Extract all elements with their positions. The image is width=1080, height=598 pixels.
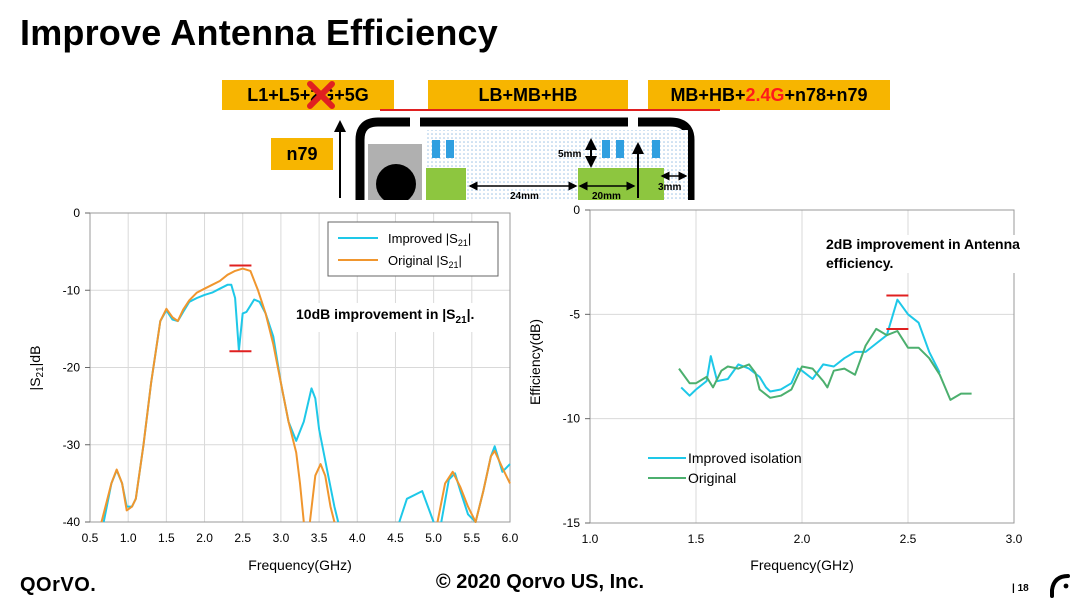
band-right-highlight: 2.4G — [745, 84, 785, 105]
copyright-text: © 2020 Qorvo US, Inc. — [435, 571, 645, 593]
qorvo-mark-icon — [1050, 574, 1070, 598]
band-right-suffix: +n78+n79 — [784, 84, 868, 105]
camera-lens — [376, 164, 416, 200]
x-tick-label: 4.0 — [349, 531, 366, 545]
series-line-original-s21 — [436, 449, 511, 523]
antenna-layout-diagram: 5mm 24mm 20mm 3mm — [334, 109, 720, 200]
qorvo-logo: QOrVO. — [20, 574, 97, 596]
efficiency-improvement-note: 2dB improvement in Antenna efficiency. — [826, 235, 1056, 273]
dim-5mm: 5mm — [558, 149, 581, 160]
x-tick-label: 5.0 — [425, 531, 442, 545]
legend-original: Original — [688, 470, 736, 486]
dim-24mm: 24mm — [510, 191, 539, 200]
x-tick-label: 0.5 — [82, 531, 99, 545]
band-n79-text: n79 — [286, 143, 318, 164]
band-label-n79: n79 — [271, 138, 333, 170]
ground-block-left — [426, 168, 466, 200]
y-tick-label: -30 — [63, 438, 81, 452]
legend-original-s21: Original |S21| — [388, 253, 462, 270]
y-tick-label: -40 — [63, 515, 81, 529]
x-tick-label: 4.5 — [387, 531, 404, 545]
x-tick-label: 1.0 — [582, 532, 599, 546]
page-number: | 18 — [1012, 583, 1029, 594]
ground-block-right — [578, 168, 664, 200]
series-line-original-s21 — [308, 463, 336, 523]
s21-improvement-note: 10dB improvement in |S21|. — [290, 303, 481, 332]
series-line-original-s21 — [100, 267, 305, 523]
y-tick-label: -15 — [563, 516, 581, 530]
dim-3mm: 3mm — [658, 182, 681, 193]
efficiency-chart: 1.0 1.5 2.0 2.5 3.0 0 -5 -10 -15 Improved isolat… — [527, 203, 1023, 573]
x-tick-label: 3.0 — [1006, 532, 1023, 546]
series-line-improved-isolation — [680, 298, 941, 397]
x-tick-label: 2.5 — [900, 532, 917, 546]
x-tick-label: 5.5 — [463, 531, 480, 545]
s21-chart: 0.5 1.0 1.5 2.0 2.5 3.0 3.5 4.0 4.5 5.0 5.5 6.0 0 -10… — [27, 206, 519, 573]
y-tick-label: 0 — [573, 203, 580, 217]
cross-icon — [307, 81, 335, 109]
efficiency-x-axis-label: Frequency(GHz) — [750, 557, 853, 573]
x-tick-label: 2.0 — [794, 532, 811, 546]
s21-y-axis-label: |S21|dB — [27, 346, 46, 391]
band-left-prefix: L1+L5+2 — [247, 84, 321, 105]
x-tick-label: 3.0 — [273, 531, 290, 545]
y-tick-label: -10 — [563, 412, 581, 426]
x-tick-label: 2.0 — [196, 531, 213, 545]
phone-frame-outline — [355, 117, 695, 200]
y-tick-label: 0 — [73, 206, 80, 220]
x-tick-label: 3.5 — [311, 531, 328, 545]
x-tick-label: 6.0 — [502, 531, 519, 545]
y-tick-label: -5 — [569, 307, 580, 321]
y-tick-label: -10 — [63, 283, 81, 297]
series-line-improved-s21 — [440, 445, 511, 523]
dim-20mm: 20mm — [592, 191, 621, 200]
page-title: Improve Antenna Efficiency — [20, 12, 498, 53]
y-tick-label: -20 — [63, 361, 81, 375]
efficiency-y-axis-label: Efficiency(dB) — [527, 319, 543, 405]
legend-improved-s21: Improved |S21| — [388, 231, 471, 248]
x-tick-label: 2.5 — [234, 531, 251, 545]
x-tick-label: 1.0 — [120, 531, 137, 545]
band-center-text: LB+MB+HB — [478, 84, 578, 105]
legend-improved-isolation: Improved isolation — [688, 450, 802, 466]
s21-legend — [327, 221, 499, 277]
band-left-suffix: G+5G — [320, 84, 369, 105]
series-line-original — [678, 327, 972, 401]
band-label-right: MB+HB+ 2.4G +n78+n79 — [648, 80, 890, 110]
x-tick-label: 1.5 — [688, 532, 705, 546]
band-right-prefix: MB+HB+ — [670, 84, 746, 105]
band-label-center: LB+MB+HB — [428, 80, 628, 110]
s21-x-axis-label: Frequency(GHz) — [248, 557, 351, 573]
series-line-improved-s21 — [398, 490, 435, 523]
x-tick-label: 1.5 — [158, 531, 175, 545]
